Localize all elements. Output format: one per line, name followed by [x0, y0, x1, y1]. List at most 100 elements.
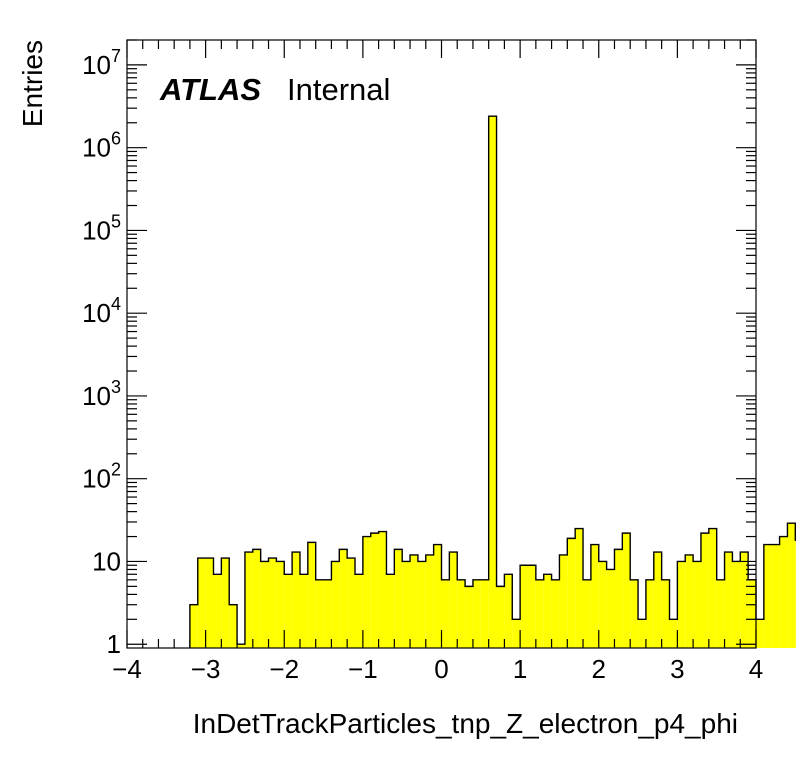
axes	[126, 39, 757, 649]
histogram-bin	[347, 558, 356, 648]
histogram-bin	[724, 552, 733, 648]
histogram-bin	[661, 579, 670, 648]
y-axis-title: Entries	[17, 40, 48, 127]
histogram-bin	[614, 549, 623, 648]
histogram-bin	[260, 561, 269, 648]
histogram-bin	[189, 604, 198, 648]
histogram-bin	[638, 619, 646, 648]
histogram-bin	[378, 531, 387, 648]
histogram-bin	[433, 544, 442, 648]
y-tick-label: 10	[92, 546, 121, 576]
histogram-bin	[693, 561, 701, 648]
histogram-bin	[370, 533, 379, 648]
histogram-bin	[622, 533, 631, 648]
x-tick-label: −1	[348, 654, 378, 684]
x-tick-label: 0	[434, 654, 448, 684]
histogram-bin	[763, 544, 772, 648]
histogram-bin	[598, 561, 607, 648]
histogram-bin	[771, 544, 780, 648]
histogram-bin	[299, 574, 308, 648]
histogram-bin	[504, 574, 513, 648]
histogram-bin	[197, 558, 206, 648]
histogram-bin	[362, 536, 371, 648]
x-tick-label: −2	[269, 654, 299, 684]
y-tick-label: 102	[82, 460, 121, 494]
histogram-bin	[276, 561, 285, 648]
histogram-bin	[590, 544, 599, 648]
histogram-bars	[189, 115, 796, 648]
histogram-bin	[323, 579, 332, 648]
histogram-bin	[449, 552, 458, 648]
histogram-bin	[331, 561, 340, 648]
histogram-bin	[205, 558, 214, 648]
histogram-bin	[237, 644, 245, 648]
histogram-bin	[685, 554, 694, 648]
x-axis-title: InDetTrackParticles_tnp_Z_electron_p4_ph…	[193, 708, 738, 739]
histogram-bin	[402, 561, 411, 648]
histogram-bin	[244, 552, 253, 648]
histogram-bin	[669, 619, 678, 648]
histogram-bin	[520, 565, 528, 648]
histogram-bin	[653, 552, 662, 648]
histogram-bin	[315, 579, 324, 648]
histogram-bin	[716, 579, 725, 648]
x-tick-label: 4	[749, 654, 763, 684]
x-tick-label: 2	[592, 654, 606, 684]
histogram-outline	[189, 115, 796, 648]
x-tick-label: −4	[112, 654, 142, 684]
atlas-label: ATLAS	[159, 72, 261, 107]
histogram-bin	[394, 549, 403, 648]
histogram-bin	[472, 579, 481, 648]
y-tick-label: 107	[82, 46, 121, 80]
histogram-bin	[221, 558, 230, 648]
histogram-bin	[386, 574, 395, 648]
histogram-bin	[457, 579, 466, 648]
histogram-bin	[575, 528, 584, 648]
histogram-bin	[708, 528, 717, 648]
histogram-bin	[488, 116, 497, 648]
histogram-bin	[583, 579, 591, 648]
histogram-bin	[543, 574, 552, 648]
histogram-bin	[512, 619, 521, 648]
histogram-bin	[551, 579, 560, 648]
histogram-bin	[606, 569, 615, 648]
histogram-bin	[740, 552, 749, 648]
histogram-bin	[787, 523, 796, 648]
y-tick-label: 106	[82, 129, 121, 163]
histogram-bin	[567, 538, 576, 648]
histogram-bin	[292, 552, 300, 648]
internal-label: Internal	[287, 72, 390, 107]
y-tick-label: 104	[82, 294, 121, 328]
histogram-bin	[355, 574, 363, 648]
histogram-bin	[425, 554, 434, 648]
histogram-bin	[527, 565, 536, 648]
histogram-bin	[756, 619, 764, 648]
histogram-bin	[748, 579, 756, 648]
histogram-bin	[559, 554, 568, 648]
x-tick-label: −3	[191, 654, 221, 684]
x-tick-label: 3	[670, 654, 684, 684]
histogram-bin	[779, 536, 788, 648]
histogram-bin	[307, 542, 316, 648]
histogram-bin	[535, 579, 544, 648]
histogram-bin	[732, 561, 741, 648]
histogram-bin	[417, 561, 426, 648]
histogram-bin	[677, 561, 686, 648]
histogram-bin	[480, 579, 489, 648]
x-tick-label: 1	[513, 654, 527, 684]
y-tick-label: 1	[107, 629, 121, 659]
histogram-bin	[496, 586, 505, 648]
histogram-bin	[268, 558, 277, 648]
histogram-bin	[630, 579, 639, 648]
histogram-bin	[339, 549, 348, 648]
histogram-bin	[229, 604, 238, 648]
tick-labels: −4 −3 −2 −1 0 1 2 3 4 1 10 102 103 104 105 106 107	[82, 46, 763, 684]
y-tick-label: 105	[82, 211, 121, 245]
histogram-bin	[465, 586, 473, 648]
histogram-bin	[700, 533, 709, 648]
histogram-bin	[284, 574, 293, 648]
y-tick-label: 103	[82, 377, 121, 411]
histogram-bin	[410, 554, 418, 648]
histogram-bin	[252, 549, 261, 648]
